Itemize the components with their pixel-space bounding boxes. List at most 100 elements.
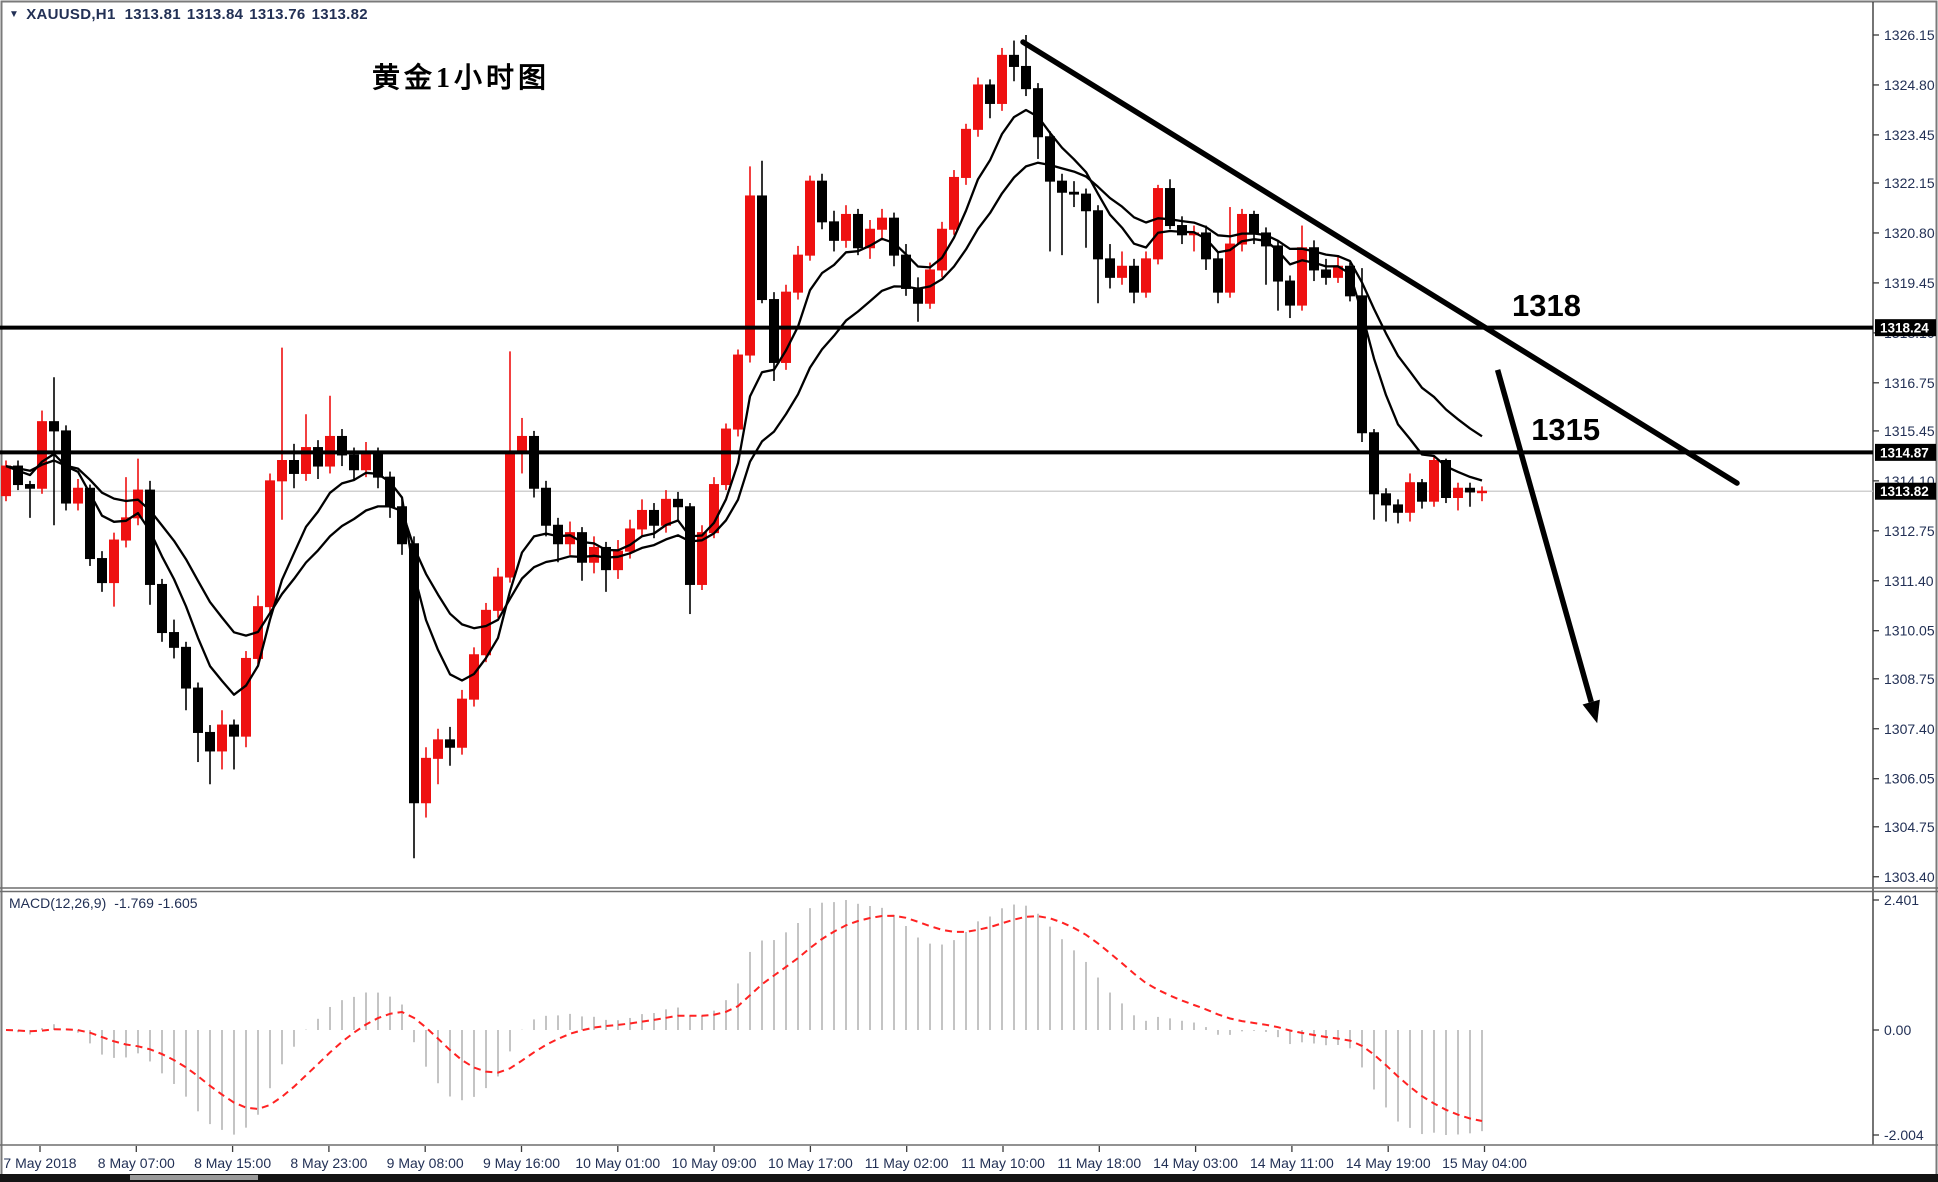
price-tick-label: 1326.15 bbox=[1884, 27, 1935, 43]
candle-body bbox=[877, 217, 887, 230]
candle-body bbox=[97, 558, 107, 584]
candle-body bbox=[817, 180, 827, 223]
candle-body bbox=[1309, 247, 1319, 271]
price-tick-label: 1312.75 bbox=[1884, 523, 1935, 539]
candle-body bbox=[889, 217, 899, 256]
candle-body bbox=[721, 428, 731, 486]
candle-body bbox=[205, 731, 215, 752]
time-tick-label: 9 May 08:00 bbox=[387, 1155, 464, 1171]
candle-body bbox=[37, 421, 47, 489]
level-lines[interactable] bbox=[0, 325, 1873, 455]
candle-body bbox=[1165, 188, 1175, 227]
candle-body bbox=[949, 176, 959, 230]
price-tick-label: 1322.15 bbox=[1884, 175, 1935, 191]
candle-body bbox=[913, 287, 923, 304]
price-tick-label: 1323.45 bbox=[1884, 127, 1935, 143]
candle-body bbox=[1297, 247, 1307, 306]
candle-body bbox=[1081, 193, 1091, 212]
candle-body bbox=[1321, 269, 1331, 278]
price-tick-label: 1320.80 bbox=[1884, 225, 1935, 241]
candle-body bbox=[673, 498, 683, 508]
candle-body bbox=[1357, 295, 1367, 434]
candle-body bbox=[1201, 232, 1211, 260]
time-tick-label: 8 May 07:00 bbox=[98, 1155, 175, 1171]
candle-body bbox=[985, 84, 995, 104]
time-tick-label: 14 May 11:00 bbox=[1250, 1155, 1334, 1171]
candle-body bbox=[481, 609, 491, 656]
candle-body bbox=[841, 213, 851, 241]
time-tick-label: 14 May 03:00 bbox=[1153, 1155, 1238, 1171]
candle-body bbox=[409, 543, 419, 804]
candle-body bbox=[85, 487, 95, 560]
time-axis[interactable]: 7 May 2018 8 May 07:00 8 May 15:00 8 May 23… bbox=[3, 1146, 1527, 1171]
candle-body bbox=[145, 489, 155, 585]
ohlc-low: 1313.76 bbox=[249, 6, 306, 23]
candle-body bbox=[1477, 490, 1487, 494]
candle-body bbox=[1213, 258, 1223, 293]
price-tag-label: 1314.87 bbox=[1880, 445, 1929, 460]
price-tick-label: 1316.75 bbox=[1884, 375, 1935, 391]
price-tag-box bbox=[1875, 482, 1936, 500]
candle-body bbox=[793, 254, 803, 293]
chart-dropdown-icon[interactable]: ▼ bbox=[9, 9, 20, 20]
time-tick-label: 15 May 04:00 bbox=[1442, 1155, 1527, 1171]
time-tick-label: 11 May 10:00 bbox=[961, 1155, 1045, 1171]
candle-body bbox=[1249, 213, 1259, 234]
candle-body bbox=[1441, 460, 1451, 498]
annotation-text-1315[interactable]: 1315 bbox=[1531, 412, 1600, 447]
candle-body bbox=[1021, 65, 1031, 90]
candle-body bbox=[49, 421, 59, 432]
ohlc-close: 1313.82 bbox=[311, 6, 368, 23]
candle-body bbox=[73, 487, 83, 504]
candle-body bbox=[661, 498, 671, 526]
candle-body bbox=[25, 484, 35, 489]
candle-body bbox=[1117, 265, 1127, 278]
candle-body bbox=[637, 509, 647, 530]
macd-panel[interactable]: 2.401 0.00 -2.004 bbox=[5, 892, 1924, 1143]
price-tick-label: 1306.05 bbox=[1884, 771, 1935, 787]
ohlc-high: 1313.84 bbox=[186, 6, 244, 23]
price-tick-label: 1319.45 bbox=[1884, 275, 1935, 291]
candle-body bbox=[289, 460, 299, 474]
macd-tick-label: 2.401 bbox=[1884, 892, 1919, 908]
candle-body bbox=[769, 299, 779, 363]
price-tick-label: 1307.40 bbox=[1884, 721, 1935, 737]
macd-tick-label: 0.00 bbox=[1884, 1022, 1911, 1038]
candle-body bbox=[541, 487, 551, 526]
candle-body bbox=[169, 632, 179, 648]
candle-body bbox=[1153, 188, 1163, 260]
price-tag-label: 1318.24 bbox=[1880, 321, 1929, 336]
candle-body bbox=[457, 698, 467, 748]
time-tick-label: 11 May 02:00 bbox=[865, 1155, 949, 1171]
candle-body bbox=[1381, 493, 1391, 506]
annotation-text-1318[interactable]: 1318 bbox=[1512, 288, 1581, 323]
candle-body bbox=[1033, 88, 1043, 138]
descending-trendline[interactable] bbox=[1020, 39, 1740, 486]
moving-averages[interactable] bbox=[5, 108, 1483, 696]
price-tag-box bbox=[1875, 319, 1936, 337]
candle-body bbox=[313, 447, 323, 467]
candle-body bbox=[1177, 225, 1187, 236]
candle-body bbox=[997, 54, 1007, 104]
ohlc-open: 1313.81 bbox=[124, 6, 181, 23]
price-axis[interactable]: 1326.15 1324.80 1323.45 1322.15 1320.80 1319.… bbox=[1873, 27, 1935, 885]
candle-body bbox=[121, 517, 131, 541]
price-tick-label: 1315.45 bbox=[1884, 423, 1935, 439]
down-arrow-annotation[interactable] bbox=[1494, 369, 1600, 724]
candle-body bbox=[109, 539, 119, 584]
bottom-scrollbar-thumb[interactable] bbox=[130, 1175, 258, 1180]
candle-body bbox=[517, 435, 527, 452]
candle-body bbox=[1465, 487, 1475, 493]
level-text-annotations[interactable]: 1318 1315 bbox=[1512, 288, 1600, 447]
candles[interactable] bbox=[1, 35, 1487, 859]
candle-body bbox=[277, 460, 287, 482]
time-tick-label: 8 May 15:00 bbox=[194, 1155, 271, 1171]
price-tick-label: 1303.40 bbox=[1884, 869, 1935, 885]
candle-body bbox=[1237, 213, 1247, 245]
bottom-scrollbar[interactable] bbox=[0, 1174, 1938, 1182]
time-tick-label: 10 May 17:00 bbox=[768, 1155, 853, 1171]
candle-body bbox=[241, 657, 251, 737]
candle-body bbox=[529, 435, 539, 489]
